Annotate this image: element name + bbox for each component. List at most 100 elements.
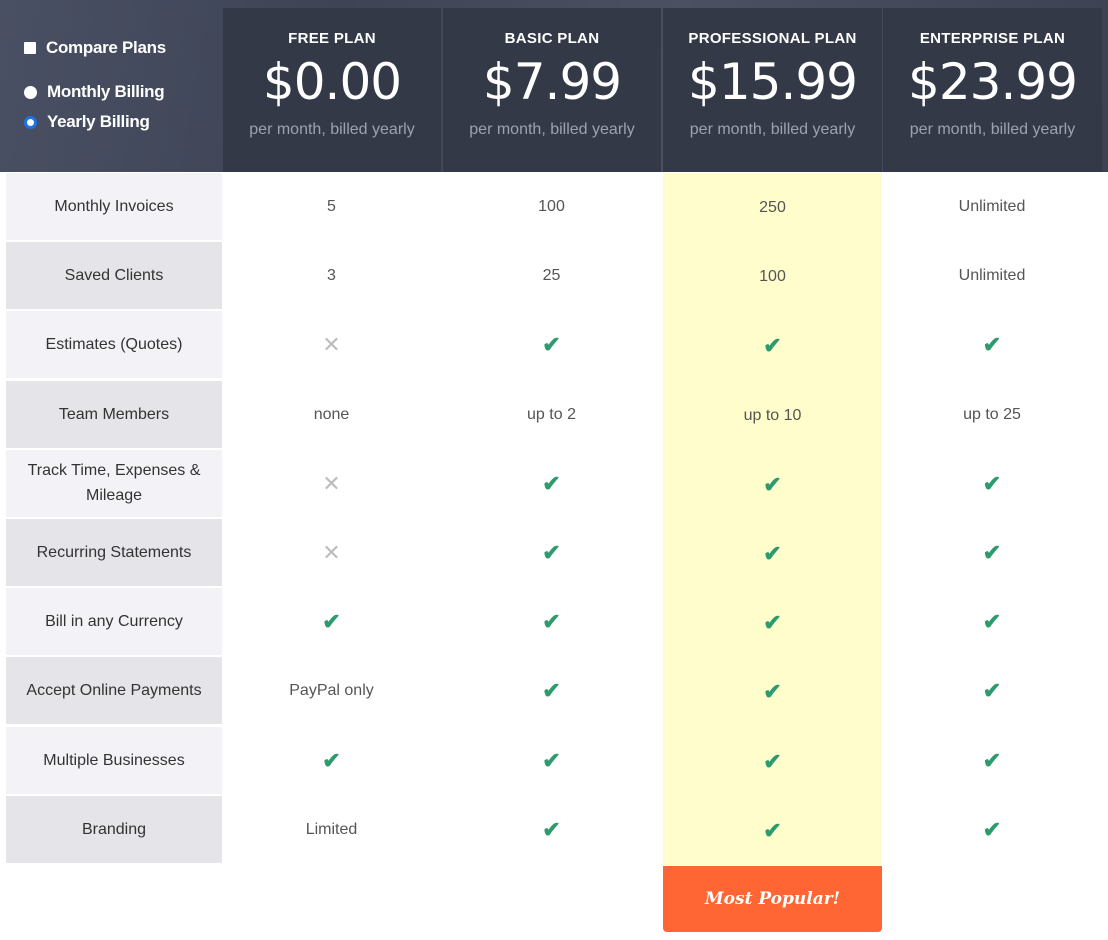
check-icon: ✔: [322, 609, 341, 635]
plan-header-professional: PROFESSIONAL PLAN $15.99 per month, bill…: [663, 8, 882, 172]
check-icon: ✔: [982, 540, 1002, 565]
table-row: Estimates (Quotes) ✕ ✔ ✔ ✔: [6, 311, 1102, 381]
check-cell: ✔: [663, 588, 882, 658]
check-icon: ✔: [542, 470, 561, 496]
value-cell: up to 2: [444, 380, 659, 448]
value-cell: 250: [663, 173, 882, 243]
plan-name: BASIC PLAN: [504, 30, 600, 47]
feature-label: Recurring Statements: [6, 519, 222, 586]
feature-label: Track Time, Expenses & Mileage: [6, 449, 222, 517]
plan-header-free: FREE PLAN $0.00 per month, billed yearly: [223, 8, 441, 172]
table-row: Branding Limited ✔ ✔ ✔: [6, 795, 1102, 865]
cross-icon: ✕: [322, 540, 341, 565]
check-icon: ✔: [542, 816, 561, 842]
check-cell: ✔: [444, 449, 659, 517]
check-cell: ✔: [444, 519, 659, 586]
cross-cell: ✕: [224, 311, 439, 379]
cross-icon: ✕: [322, 332, 341, 358]
check-icon: ✔: [763, 471, 782, 497]
most-popular-badge[interactable]: Most Popular!: [663, 866, 882, 932]
plan-period: per month, billed yearly: [469, 121, 635, 138]
plan-name: PROFESSIONAL PLAN: [688, 30, 857, 47]
check-icon: ✔: [322, 747, 341, 773]
check-icon: ✔: [982, 747, 1002, 773]
plan-header-enterprise: ENTERPRISE PLAN $23.99 per month, billed…: [883, 8, 1102, 172]
check-icon: ✔: [763, 679, 782, 705]
check-cell: ✔: [884, 311, 1100, 379]
table-row: Recurring Statements ✕ ✔ ✔ ✔: [6, 519, 1102, 589]
value-cell: up to 25: [884, 380, 1100, 448]
check-icon: ✔: [763, 817, 782, 843]
check-cell: ✔: [663, 795, 882, 865]
feature-label: Team Members: [6, 380, 222, 448]
yearly-billing-radio[interactable]: Yearly Billing: [24, 112, 150, 132]
plan-period: per month, billed yearly: [689, 121, 856, 138]
plan-period: per month, billed yearly: [909, 121, 1076, 138]
check-icon: ✔: [763, 748, 782, 774]
value-cell: 100: [663, 242, 882, 312]
check-icon: ✔: [542, 609, 561, 635]
check-icon: ✔: [542, 678, 561, 704]
feature-label: Accept Online Payments: [6, 657, 222, 725]
plan-header-basic: BASIC PLAN $7.99 per month, billed yearl…: [443, 8, 661, 172]
table-row: Saved Clients 3 25 100 Unlimited: [6, 242, 1102, 312]
feature-label: Monthly Invoices: [6, 173, 222, 240]
plan-period: per month, billed yearly: [249, 121, 415, 138]
check-icon: ✔: [982, 816, 1002, 842]
check-cell: ✔: [884, 657, 1100, 725]
cross-cell: ✕: [224, 519, 439, 586]
check-icon: ✔: [542, 747, 561, 773]
check-cell: ✔: [444, 726, 659, 794]
value-cell: 100: [444, 173, 659, 240]
check-cell: ✔: [444, 795, 659, 863]
check-cell: ✔: [663, 311, 882, 381]
cross-icon: ✕: [322, 470, 341, 496]
value-cell: 3: [224, 242, 439, 310]
checkbox-icon[interactable]: [24, 42, 36, 54]
feature-label: Estimates (Quotes): [6, 311, 222, 379]
table-row: Team Members none up to 2 up to 10 up to 25: [6, 380, 1102, 450]
yearly-billing-label: Yearly Billing: [47, 112, 150, 131]
check-cell: ✔: [884, 519, 1100, 586]
check-cell: ✔: [663, 726, 882, 796]
plan-name: FREE PLAN: [288, 30, 376, 47]
cross-cell: ✕: [224, 449, 439, 517]
table-row: Multiple Businesses ✔ ✔ ✔ ✔: [6, 726, 1102, 796]
value-cell: PayPal only: [224, 657, 439, 725]
value-cell: none: [224, 380, 439, 448]
check-cell: ✔: [444, 657, 659, 725]
radio-icon[interactable]: [24, 85, 37, 99]
plan-name: ENTERPRISE PLAN: [919, 30, 1066, 47]
check-cell: ✔: [884, 795, 1100, 863]
check-icon: ✔: [542, 332, 561, 358]
plan-price: $7.99: [482, 53, 622, 111]
check-cell: ✔: [884, 726, 1100, 794]
check-cell: ✔: [444, 588, 659, 656]
value-cell: Unlimited: [884, 173, 1100, 240]
check-icon: ✔: [982, 678, 1002, 704]
plan-price: $0.00: [262, 53, 402, 111]
table-row: Bill in any Currency ✔ ✔ ✔ ✔: [6, 588, 1102, 658]
feature-label: Multiple Businesses: [6, 726, 222, 794]
check-icon: ✔: [542, 540, 561, 565]
plan-price: $23.99: [908, 53, 1078, 111]
table-row: Monthly Invoices 5 100 250 Unlimited: [6, 173, 1102, 243]
check-icon: ✔: [763, 333, 782, 359]
monthly-billing-label: Monthly Billing: [47, 82, 165, 101]
table-row: Accept Online Payments PayPal only ✔ ✔ ✔: [6, 657, 1102, 727]
value-cell: up to 10: [663, 380, 882, 450]
check-icon: ✔: [763, 610, 782, 636]
check-icon: ✔: [982, 609, 1002, 635]
value-cell: 5: [224, 173, 439, 240]
monthly-billing-radio[interactable]: Monthly Billing: [24, 82, 165, 102]
compare-plans-checkbox[interactable]: Compare Plans: [24, 38, 166, 58]
check-cell: ✔: [884, 449, 1100, 517]
check-cell: ✔: [663, 449, 882, 519]
check-cell: ✔: [224, 726, 439, 794]
radio-selected-icon[interactable]: [24, 115, 37, 129]
value-cell: 25: [444, 242, 659, 310]
value-cell: Unlimited: [884, 242, 1100, 310]
plan-price: $15.99: [688, 53, 858, 111]
check-cell: ✔: [663, 519, 882, 589]
value-cell: Limited: [224, 795, 439, 863]
